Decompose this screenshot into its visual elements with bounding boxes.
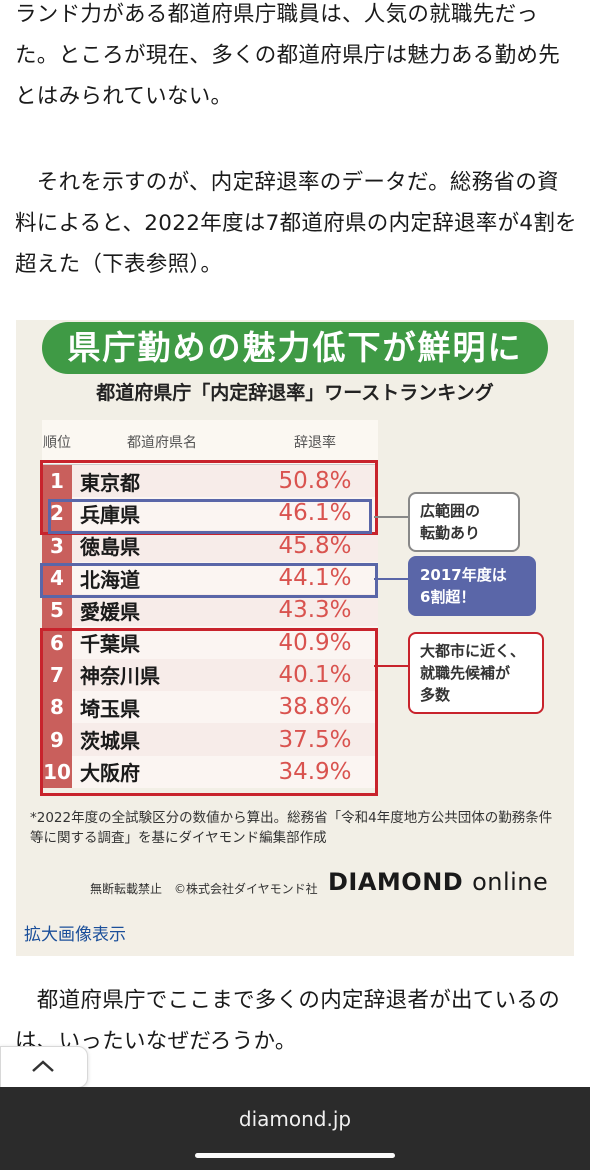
- connector-line: [374, 665, 408, 667]
- rank-number: 1: [42, 464, 72, 498]
- prefecture-name: 北海道: [72, 561, 252, 595]
- prefecture-name: 千葉県: [72, 626, 252, 659]
- figure-copyright: 無断転載禁止 ©株式会社ダイヤモンド社: [90, 882, 318, 896]
- table-row: 2 兵庫県 46.1%: [42, 497, 378, 530]
- home-indicator[interactable]: [195, 1153, 395, 1158]
- highlight-metro-box: [40, 628, 378, 796]
- rank-number: 6: [42, 626, 72, 659]
- prefecture-name: 茨城県: [72, 723, 252, 756]
- declination-rate: 50.8%: [252, 464, 378, 498]
- prefecture-name: 愛媛県: [72, 594, 252, 627]
- table-row: 1 東京都 50.8%: [42, 464, 378, 498]
- figure-banner-title: 県庁勤めの魅力低下が鮮明に: [42, 322, 548, 374]
- table-row: 10 大阪府 34.9%: [42, 755, 378, 788]
- enlarge-image-link[interactable]: 拡大画像表示: [24, 925, 126, 945]
- table-row: 4 北海道 44.1%: [42, 561, 378, 595]
- rank-number: 9: [42, 723, 72, 756]
- callout-wide-transfer: 広範囲の 転勤あり: [408, 492, 520, 552]
- highlight-hyogo-box: [48, 499, 372, 534]
- rank-number: 4: [42, 561, 72, 595]
- callout-near-metro: 大都市に近く、 就職先候補が 多数: [408, 632, 544, 714]
- table-row: 7 神奈川県 40.1%: [42, 658, 378, 692]
- declination-rate: 44.1%: [252, 561, 378, 595]
- prefecture-name: 大阪府: [72, 755, 252, 788]
- rank-number: 10: [42, 755, 72, 788]
- highlight-hokkaido-box: [40, 563, 378, 598]
- table-row: 9 茨城県 37.5%: [42, 723, 378, 756]
- logo-sub-text: online: [472, 868, 549, 896]
- header-name: 都道府県名: [72, 420, 252, 465]
- browser-bottom-bar: diamond.jp: [0, 1087, 590, 1170]
- callout-hokkaido-2017: 2017年度は 6割超！: [408, 556, 536, 616]
- address-bar-url[interactable]: diamond.jp: [238, 1107, 352, 1131]
- ranking-image[interactable]: 県庁勤めの魅力低下が鮮明に 都道府県庁「内定辞退率」ワーストランキング 順位 都…: [16, 320, 574, 910]
- logo-main-text: DIAMOND: [328, 868, 464, 896]
- declination-rate: 37.5%: [252, 723, 378, 756]
- table-row: 5 愛媛県 43.3%: [42, 594, 378, 627]
- ranking-figure: 県庁勤めの魅力低下が鮮明に 都道府県庁「内定辞退率」ワーストランキング 順位 都…: [16, 320, 574, 956]
- prefecture-name: 神奈川県: [72, 658, 252, 692]
- article-paragraph-3: 都道府県庁でここまで多くの内定辞退者が出ているのは、いったいなぜだろうか。: [15, 988, 561, 1054]
- prefecture-name: 埼玉県: [72, 691, 252, 724]
- declination-rate: 40.9%: [252, 626, 378, 659]
- article-paragraph-1: ランド力がある都道府県庁職員は、人気の就職先だった。ところが現在、多くの都道府県…: [15, 2, 561, 109]
- rank-number: 5: [42, 594, 72, 627]
- prefecture-name: 東京都: [72, 464, 252, 498]
- figure-note: *2022年度の全試験区分の数値から算出。総務省「令和4年度地方公共団体の勤務条…: [30, 810, 553, 846]
- rank-number: 7: [42, 658, 72, 692]
- declination-rate: 40.1%: [252, 658, 378, 692]
- rank-number: 8: [42, 691, 72, 724]
- connector-line: [374, 578, 408, 580]
- declination-rate: 38.8%: [252, 691, 378, 724]
- declination-rate: 43.3%: [252, 594, 378, 627]
- diamond-online-logo: DIAMOND online: [328, 868, 548, 896]
- figure-subtitle: 都道府県庁「内定辞退率」ワーストランキング: [96, 382, 494, 404]
- connector-line: [374, 516, 408, 518]
- table-row: 8 埼玉県 38.8%: [42, 691, 378, 724]
- rank-number: 2: [42, 497, 72, 530]
- prefecture-name: 兵庫県: [72, 497, 252, 530]
- table-row: 6 千葉県 40.9%: [42, 626, 378, 659]
- article-paragraph-2: それを示すのが、内定辞退率のデータだ。総務省の資料によると、2022年度は7都道…: [15, 170, 577, 277]
- declination-rate: 46.1%: [252, 497, 378, 530]
- header-rate: 辞退率: [252, 420, 378, 465]
- back-to-top-button[interactable]: [0, 1046, 88, 1088]
- header-rank: 順位: [42, 420, 72, 465]
- ranking-table: 順位 都道府県名 辞退率 1 東京都 50.8% 2 兵庫県 46.1% 3 徳島県 45.…: [42, 420, 378, 788]
- chevron-up-icon: [32, 1060, 54, 1072]
- declination-rate: 34.9%: [252, 755, 378, 788]
